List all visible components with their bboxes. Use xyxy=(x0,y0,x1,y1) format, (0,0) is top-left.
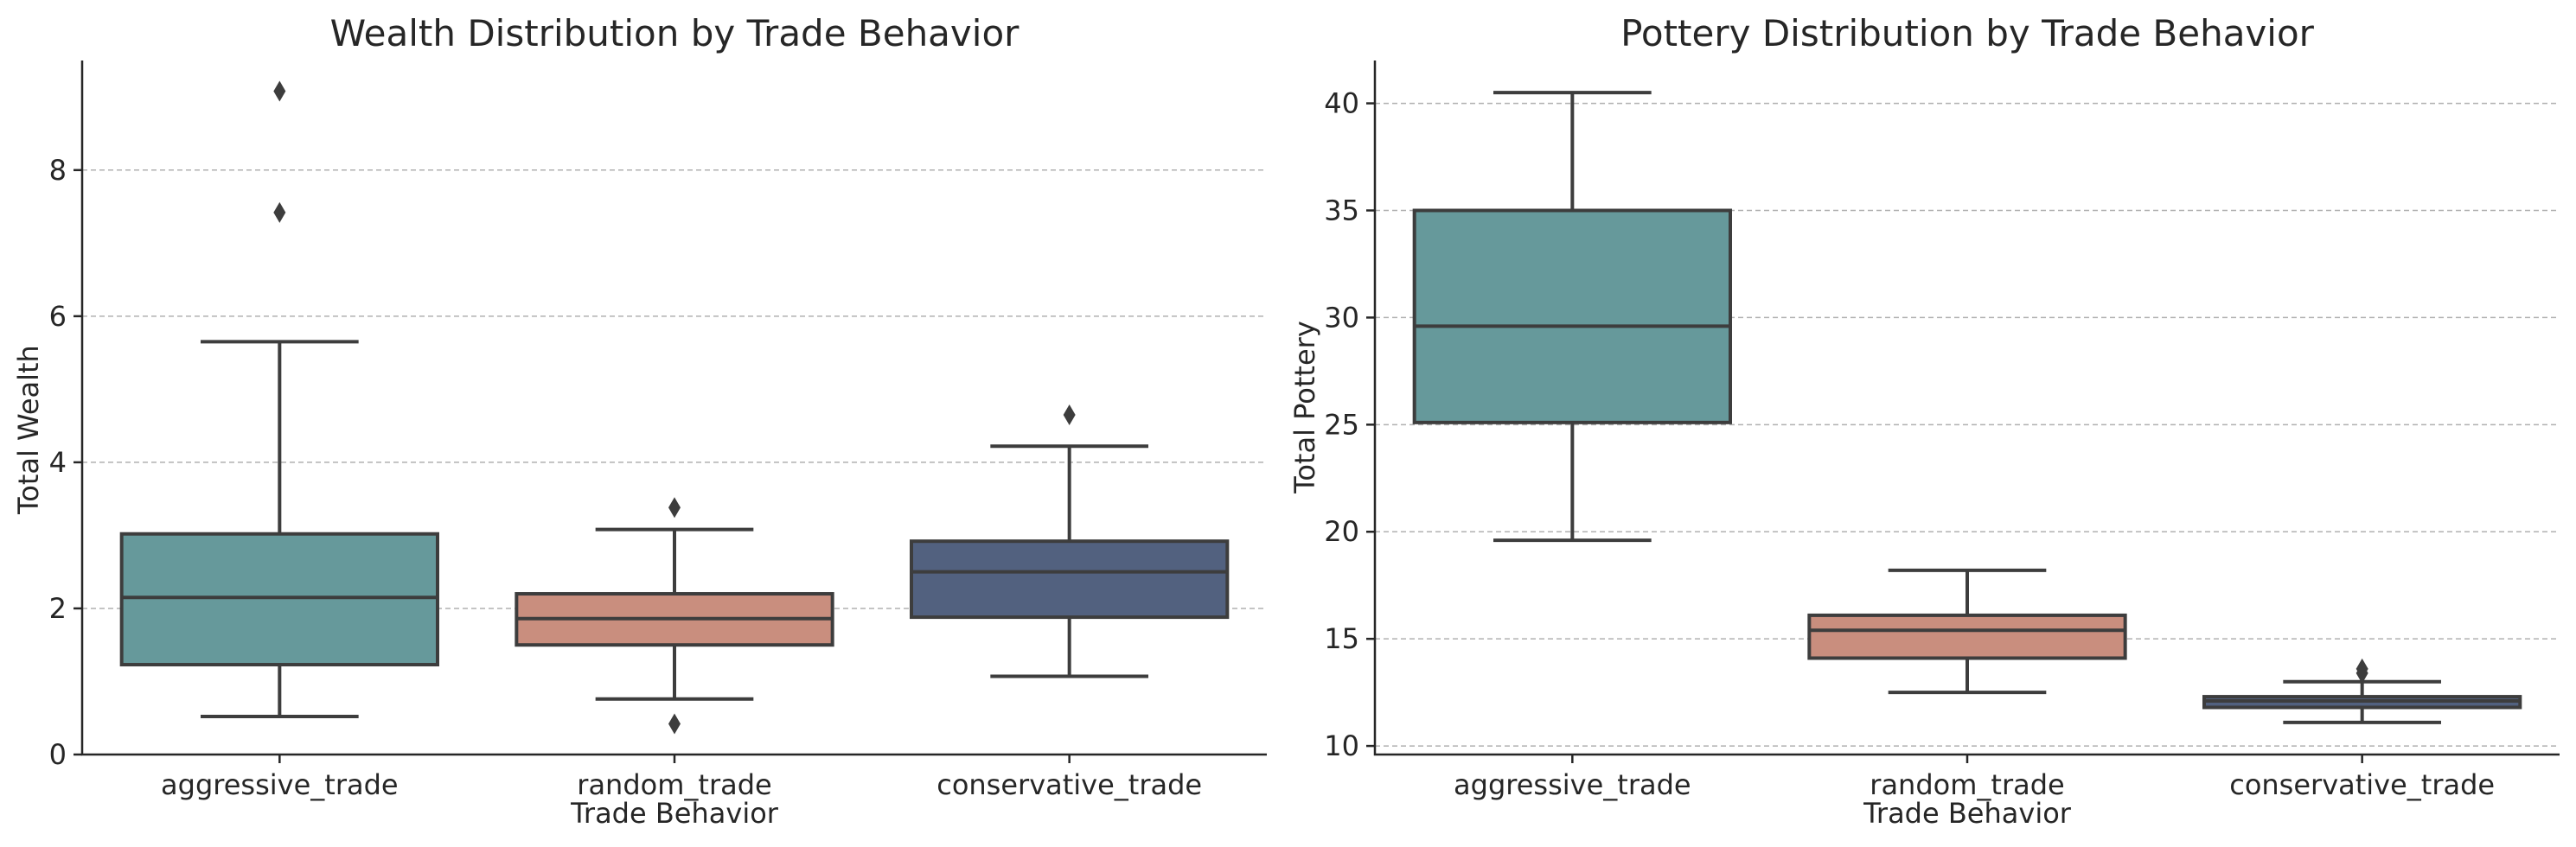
wealth-x-tick-label: aggressive_trade xyxy=(161,768,399,801)
pottery-x-tick-label: random_trade xyxy=(1870,768,2064,801)
wealth-conservative-trade-outlier xyxy=(1063,404,1076,425)
pottery-x-axis-label: Trade Behavior xyxy=(1863,797,2072,830)
wealth-x-tick-label: random_trade xyxy=(577,768,771,801)
pottery-grid xyxy=(1375,102,2560,747)
pottery-y-tick-label: 25 xyxy=(1324,408,1359,441)
pottery-axes-spines xyxy=(1373,60,2560,756)
wealth-x-axis-label: Trade Behavior xyxy=(570,797,779,830)
wealth-y-axis-label: Total Wealth xyxy=(12,345,45,515)
pottery-y-tick-label: 15 xyxy=(1324,622,1359,655)
pottery-y-ticks: 10 15 20 25 30 35 40 xyxy=(1324,87,1375,762)
pottery-chart-title: Pottery Distribution by Trade Behavior xyxy=(1620,12,2315,54)
pottery-conservative-trade-box xyxy=(2202,658,2522,724)
pottery-aggressive-trade-box xyxy=(1412,91,1732,543)
pottery-chart: 10 15 20 25 30 35 40 aggressive_trade random_tr… xyxy=(1288,12,2560,830)
wealth-x-ticks: aggressive_trade random_trade conservative… xyxy=(161,755,1202,801)
wealth-y-tick-label: 2 xyxy=(49,592,67,625)
wealth-conservative-trade-iqr-box xyxy=(910,539,1230,620)
wealth-chart-title: Wealth Distribution by Trade Behavior xyxy=(330,12,1020,54)
wealth-conservative-trade-box xyxy=(910,404,1230,678)
pottery-axes xyxy=(1373,60,2560,756)
wealth-aggressive-trade-outlier xyxy=(273,80,286,102)
pottery-y-tick-label: 40 xyxy=(1324,87,1359,120)
pottery-random-trade-box xyxy=(1807,568,2127,695)
wealth-boxes xyxy=(119,80,1230,735)
pottery-x-ticks: aggressive_trade random_trade conservative… xyxy=(1454,755,2495,801)
wealth-y-tick-label: 6 xyxy=(49,300,67,333)
pottery-boxes xyxy=(1412,91,2522,724)
wealth-x-tick-label: conservative_trade xyxy=(936,768,1202,801)
wealth-aggressive-trade-outlier xyxy=(273,201,286,223)
wealth-random-trade-outlier xyxy=(668,713,681,735)
wealth-y-tick-label: 8 xyxy=(49,154,67,187)
pottery-x-tick-label: conservative_trade xyxy=(2229,768,2495,801)
wealth-aggressive-trade-iqr-box xyxy=(119,532,440,667)
wealth-y-tick-label: 0 xyxy=(49,738,67,771)
pottery-random-trade-iqr-box xyxy=(1807,613,2127,660)
pottery-y-tick-label: 20 xyxy=(1324,515,1359,548)
pottery-y-axis-label: Total Pottery xyxy=(1288,321,1321,494)
wealth-random-trade-outlier xyxy=(668,497,681,519)
pottery-x-tick-label: aggressive_trade xyxy=(1454,768,1691,801)
wealth-chart: 0 2 4 6 8 aggressive_trade random_trade conser… xyxy=(12,12,1267,830)
wealth-random-trade-box xyxy=(515,497,834,735)
pottery-conservative-trade-outlier xyxy=(2355,658,2368,679)
wealth-y-tick-label: 4 xyxy=(49,446,67,479)
pottery-y-tick-label: 10 xyxy=(1324,729,1359,762)
wealth-aggressive-trade-box xyxy=(119,80,440,719)
pottery-aggressive-trade-iqr-box xyxy=(1412,208,1732,424)
wealth-y-ticks: 0 2 4 6 8 xyxy=(49,154,82,771)
pottery-y-tick-label: 35 xyxy=(1324,194,1359,226)
pottery-y-tick-label: 30 xyxy=(1324,301,1359,334)
